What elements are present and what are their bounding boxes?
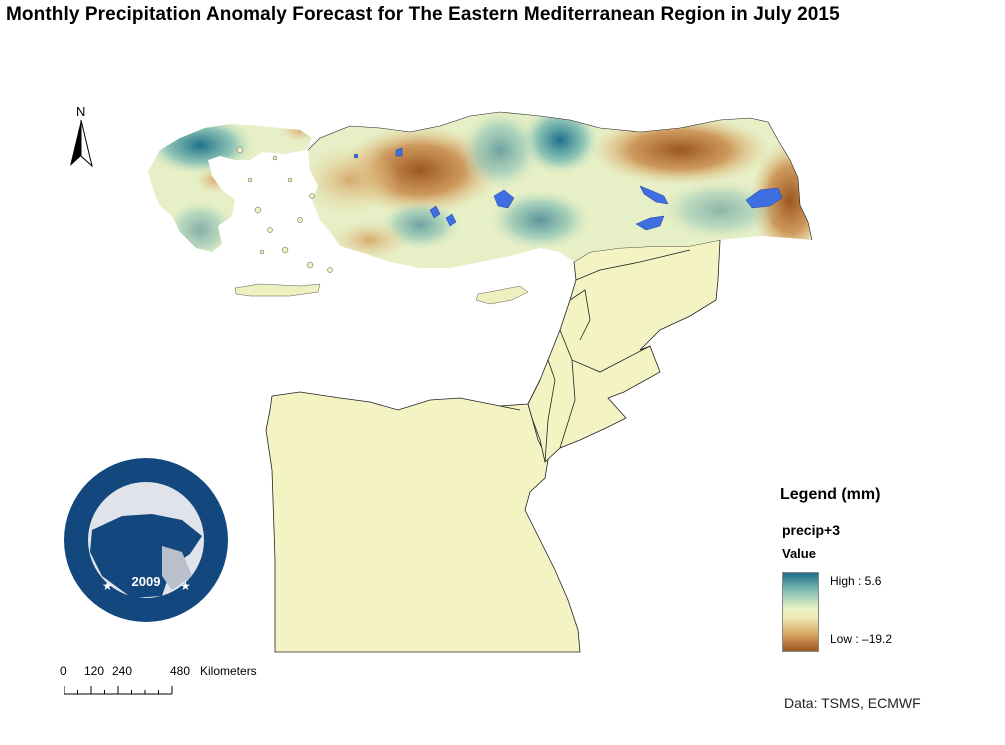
turkey-anomaly-field: [308, 112, 812, 268]
legend-layer-name: precip+3: [782, 522, 840, 538]
scale-label-0: 0: [60, 664, 67, 678]
legend: Legend (mm) precip+3 Value High : 5.6 Lo…: [778, 484, 978, 664]
egypt-region: [265, 391, 581, 653]
scale-bar: 0 120 240 480 Kilometers: [60, 664, 280, 698]
north-arrow: N: [64, 104, 98, 168]
scale-label-480: 480: [170, 664, 191, 678]
data-credit: Data: TSMS, ECMWF: [784, 695, 921, 711]
scale-bar-ticks: [64, 686, 173, 695]
turkey-border: [307, 111, 813, 241]
lakes: [353, 147, 783, 231]
scale-label-120: 120: [84, 664, 105, 678]
emcc-logo: 2009 ★ ★: [62, 456, 230, 624]
legend-value-label: Value: [782, 546, 816, 561]
country-borders: [499, 249, 691, 463]
north-arrow-icon: [70, 119, 93, 168]
scale-unit: Kilometers: [200, 664, 257, 678]
svg-text:★: ★: [102, 579, 113, 593]
legend-low-label: Low : –19.2: [830, 632, 893, 646]
greece-anomaly-field: [148, 124, 312, 252]
svg-text:2009: 2009: [132, 574, 161, 589]
aegean-islands: [234, 146, 529, 305]
svg-text:★: ★: [180, 579, 191, 593]
legend-heading: Legend (mm): [780, 486, 881, 503]
legend-color-ramp: [782, 572, 819, 652]
scale-label-240: 240: [112, 664, 133, 678]
north-label: N: [76, 104, 86, 119]
levant-region: [527, 239, 721, 463]
map-title: Monthly Precipitation Anomaly Forecast f…: [6, 4, 840, 25]
legend-high-label: High : 5.6: [830, 574, 882, 588]
